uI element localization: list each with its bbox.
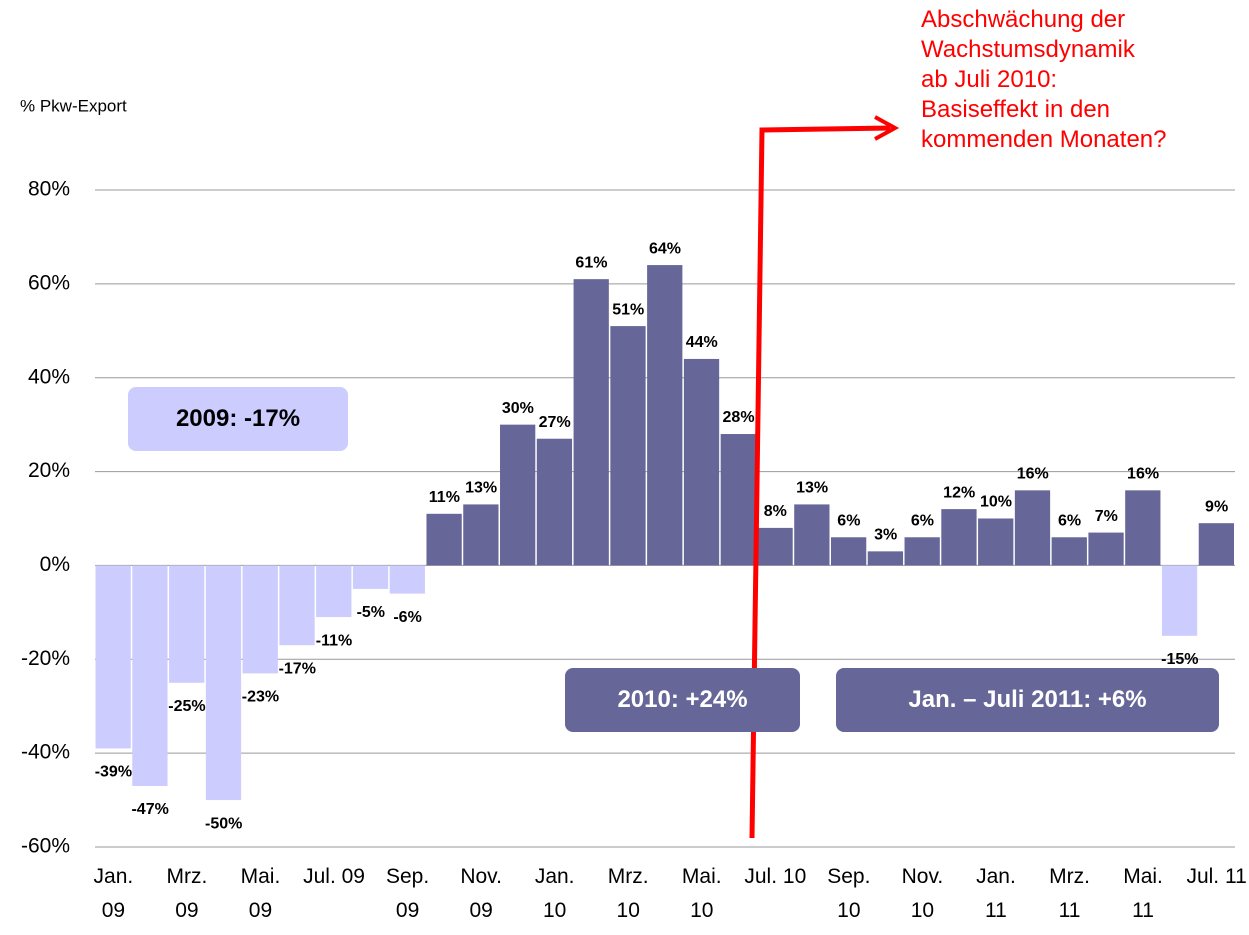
data-label: 27% xyxy=(539,414,571,431)
data-label: -23% xyxy=(242,689,279,706)
callout-line: kommenden Monaten? xyxy=(921,126,1167,153)
bar xyxy=(132,565,168,786)
bar xyxy=(1125,490,1161,566)
data-label: 51% xyxy=(612,301,644,318)
x-tick-label: Mrz. 10 xyxy=(607,865,649,922)
annotation-2009: 2009: -17% xyxy=(128,387,348,451)
data-label: -5% xyxy=(357,604,385,621)
y-tick-label: -60% xyxy=(21,835,70,858)
x-tick-label: Nov. 10 xyxy=(901,865,944,922)
bar xyxy=(794,504,830,566)
x-tick-label: Sep. 10 xyxy=(827,865,871,922)
data-label: -11% xyxy=(316,632,352,649)
data-label: -6% xyxy=(393,609,421,626)
bar xyxy=(1198,523,1234,566)
x-tick-label: Mrz. 09 xyxy=(166,865,208,922)
bar xyxy=(463,504,499,566)
callout-line: Abschwächung der xyxy=(921,6,1126,33)
x-tick-label: Mai. 11 xyxy=(1123,865,1163,922)
y-tick-label: 20% xyxy=(28,459,70,482)
data-label: 6% xyxy=(1058,512,1081,529)
x-tick-label: Jul. 09 xyxy=(303,865,365,888)
bar xyxy=(904,537,940,566)
x-tick-label: Nov. 09 xyxy=(460,865,502,922)
bar xyxy=(978,518,1014,566)
annotation-2011: Jan. – Juli 2011: +6% xyxy=(836,668,1219,732)
data-label: 28% xyxy=(723,409,755,426)
bar xyxy=(242,565,278,674)
data-label: 12% xyxy=(943,484,975,501)
y-tick-label: -20% xyxy=(21,647,70,670)
bar xyxy=(757,527,793,566)
y-tick-label: -40% xyxy=(21,741,70,764)
x-tick-label: Jul. 11 xyxy=(1186,865,1247,888)
bar xyxy=(389,565,425,594)
x-tick-label: Jan. 11 xyxy=(976,865,1016,922)
data-label: -50% xyxy=(205,815,242,832)
bar xyxy=(830,537,867,566)
bar xyxy=(536,438,573,566)
data-label: 8% xyxy=(764,503,787,520)
bar xyxy=(647,265,683,566)
data-label: -15% xyxy=(1161,651,1198,668)
x-tick-label: Mai. 09 xyxy=(240,865,281,922)
data-label: 61% xyxy=(575,254,607,271)
data-label: 9% xyxy=(1205,498,1228,515)
bar xyxy=(500,424,536,566)
y-tick-label: 0% xyxy=(40,553,70,576)
bar xyxy=(316,565,352,618)
bar xyxy=(683,358,720,566)
x-tick-label: Jan. 09 xyxy=(93,865,134,922)
callout-line: Basiseffekt in den xyxy=(921,96,1111,123)
data-label: 44% xyxy=(686,334,718,351)
data-label: -39% xyxy=(95,764,132,781)
bar xyxy=(279,565,315,646)
data-label: -17% xyxy=(279,660,316,677)
bar xyxy=(95,565,131,749)
data-label: 64% xyxy=(649,240,681,257)
bar xyxy=(720,434,756,566)
y-tick-label: 40% xyxy=(28,365,70,388)
data-label: 16% xyxy=(1127,466,1159,483)
bar xyxy=(426,513,462,566)
data-label: 7% xyxy=(1095,508,1118,525)
callout-line: ab Juli 2010: xyxy=(921,66,1058,93)
bar xyxy=(205,565,242,801)
bar xyxy=(610,326,646,566)
callout-line: Wachstumsdynamik xyxy=(921,36,1135,63)
y-tick-label: 60% xyxy=(28,271,70,294)
bar xyxy=(1051,537,1087,566)
data-label: 6% xyxy=(837,512,860,529)
data-label: 10% xyxy=(980,494,1012,511)
data-label: -25% xyxy=(168,698,205,715)
y-axis-label: % Pkw-Export xyxy=(20,96,127,115)
x-tick-label: Mrz. 11 xyxy=(1049,865,1090,922)
x-tick-label: Jul. 10 xyxy=(744,865,807,888)
data-label: 3% xyxy=(874,527,897,544)
callout-arrow xyxy=(749,115,900,839)
annotation-2010: 2010: +24% xyxy=(565,668,800,732)
data-label: 13% xyxy=(796,480,828,497)
data-label: 13% xyxy=(465,480,497,497)
bar xyxy=(573,279,609,566)
x-tick-label: Jan. 10 xyxy=(534,865,575,922)
data-label: 6% xyxy=(911,512,934,529)
x-tick-label: Mai. 10 xyxy=(681,865,722,922)
bar xyxy=(1161,565,1198,636)
data-label: 11% xyxy=(429,489,460,506)
bar xyxy=(1014,490,1051,566)
data-label: 16% xyxy=(1017,466,1049,483)
bar xyxy=(352,565,389,589)
data-label: -47% xyxy=(131,801,168,818)
x-tick-label: Sep. 09 xyxy=(385,865,430,922)
bar xyxy=(867,551,904,566)
y-tick-label: 80% xyxy=(28,178,70,201)
bar xyxy=(941,509,977,566)
bar xyxy=(1088,532,1124,566)
data-label: 30% xyxy=(502,400,534,417)
bar xyxy=(169,565,205,683)
